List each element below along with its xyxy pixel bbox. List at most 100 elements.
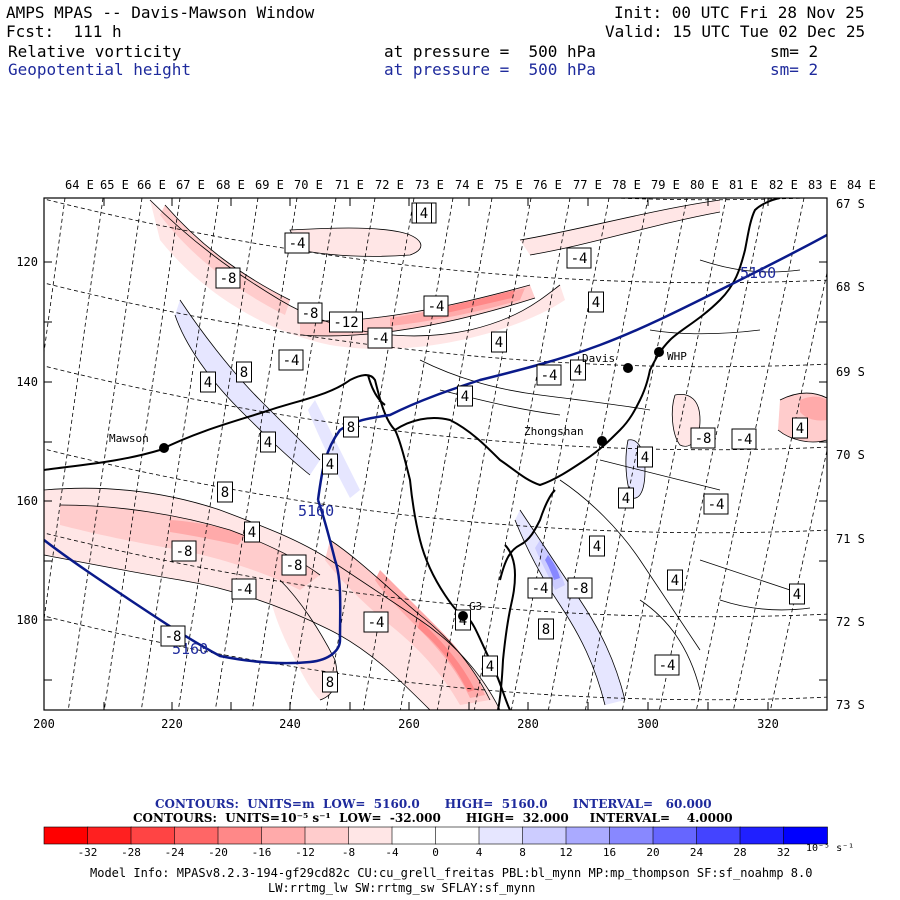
color-bar-tick: -4: [385, 846, 399, 859]
longitude-label: 71 E: [335, 178, 364, 192]
station-mawson: Mawson: [109, 432, 169, 453]
vorticity-label: 8: [322, 671, 338, 693]
color-bar-tick: 4: [475, 846, 483, 859]
svg-text:4: 4: [574, 363, 582, 379]
meridian-line: [547, 198, 649, 710]
latitude-label: 70 S: [836, 448, 865, 462]
svg-text:8: 8: [221, 485, 229, 501]
svg-text:4: 4: [793, 587, 801, 603]
field1-level: at pressure = 500 hPa: [384, 42, 596, 61]
color-bar-tick: -20: [208, 846, 228, 859]
meridian-line: [67, 198, 143, 710]
vorticity-contour-legend: CONTOURS: UNITS=10⁻⁵ s⁻¹ LOW= -32.000 HI…: [133, 811, 733, 825]
meridian-line: [696, 198, 805, 710]
longitude-label: 82 E: [769, 178, 798, 192]
color-bar-tick: 32: [776, 846, 791, 859]
vorticity-label: -4: [566, 247, 592, 269]
svg-text:4: 4: [461, 389, 469, 405]
axis-tick-marks: [43, 198, 827, 710]
vorticity-label: -4: [527, 577, 553, 599]
svg-text:4: 4: [796, 421, 804, 437]
meridian-line: [44, 198, 66, 356]
meridian-line: [584, 198, 688, 710]
meridian-line: [733, 270, 827, 710]
latitude-label: 72 S: [836, 615, 865, 629]
svg-text:-4: -4: [283, 353, 300, 369]
vorticity-label: -4: [284, 232, 310, 254]
longitude-label: 80 E: [690, 178, 719, 192]
svg-text:-4: -4: [736, 432, 753, 448]
vorticity-label: -12: [329, 311, 363, 333]
longitude-label: 74 E: [455, 178, 484, 192]
vorticity-label: 4: [260, 431, 276, 453]
svg-text:8: 8: [240, 365, 248, 381]
svg-text:-4: -4: [571, 251, 588, 267]
x-tick-label: 220: [161, 717, 183, 731]
model-info-line1: Model Info: MPASv8.2.3-194-gf29cd82c CU:…: [90, 866, 813, 880]
svg-text:4: 4: [671, 573, 679, 589]
vorticity-label: 4: [491, 331, 507, 353]
x-tick-label: 200: [33, 717, 55, 731]
x-tick-label: 280: [517, 717, 539, 731]
field2-smooth: sm= 2: [770, 60, 819, 79]
negative-vorticity-shading: [44, 200, 827, 710]
vorticity-label: 4: [589, 535, 605, 557]
longitude-label: 83 E: [808, 178, 837, 192]
color-bar-tick: -28: [121, 846, 141, 859]
svg-text:WHP: WHP: [667, 350, 687, 363]
vorticity-label: -8: [690, 427, 716, 449]
vorticity-label: 4: [637, 446, 653, 468]
svg-text:Mawson: Mawson: [109, 432, 149, 445]
vorticity-label: 4: [570, 359, 586, 381]
vorticity-label: 4: [667, 569, 683, 591]
vorticity-label: -4: [367, 327, 393, 349]
vorticity-label: 4: [789, 583, 805, 605]
map-title: AMPS MPAS -- Davis-Mawson Window: [6, 3, 315, 22]
svg-text:-4: -4: [372, 331, 389, 347]
color-bar-tick: 0: [432, 846, 439, 859]
svg-text:4: 4: [495, 335, 503, 351]
y-tick-label: 160: [16, 494, 38, 508]
vorticity-contour-labels: -4 -4 -8 -4 -8 -12 -4 -4 -4 4 4 8 -4 4 4 4 4 8 4 4 -8 -4 4 8 4 -4…: [160, 202, 808, 693]
color-bar-tick: 8: [519, 846, 526, 859]
meridian-line: [214, 198, 298, 710]
station-davis: Davis: [582, 352, 633, 373]
svg-text:-8: -8: [165, 629, 182, 645]
longitude-label: 69 E: [255, 178, 284, 192]
latitude-label: 73 S: [836, 698, 865, 712]
vorticity-label: 4: [457, 385, 473, 407]
vorticity-label: -8: [160, 625, 186, 647]
longitude-label: 79 E: [651, 178, 680, 192]
svg-text:-8: -8: [286, 558, 303, 574]
forecast-hour: Fcst: 111 h: [6, 22, 122, 41]
y-tick-label: 180: [16, 613, 38, 627]
svg-text:Zhongshan: Zhongshan: [524, 425, 584, 438]
meridian-line: [251, 198, 337, 710]
vorticity-label: 8: [236, 361, 252, 383]
height-contour-legend: CONTOURS: UNITS=m LOW= 5160.0 HIGH= 5160…: [155, 797, 712, 811]
x-tick-label: 300: [637, 717, 659, 731]
color-bar-tick: -24: [164, 846, 185, 859]
vorticity-label: -4: [231, 578, 257, 600]
x-tick-label: 260: [398, 717, 420, 731]
svg-text:4: 4: [641, 450, 649, 466]
geopotential-height-contours: [44, 233, 827, 665]
svg-text:4: 4: [592, 295, 600, 311]
y-tick-label: 120: [16, 255, 38, 269]
latitude-label: 71 S: [836, 532, 865, 546]
svg-text:Davis: Davis: [582, 352, 615, 365]
vorticity-label: 4: [792, 417, 808, 439]
station-markers: Mawson Davis WHP Zhongshan G3: [109, 347, 687, 621]
color-bar-tick: -16: [251, 846, 272, 859]
field2-name: Geopotential height: [8, 60, 192, 79]
longitude-label: 76 E: [533, 178, 562, 192]
color-bar-tick: 12: [559, 846, 573, 859]
model-info-line2: LW:rrtmg_lw SW:rrtmg_sw SFLAY:sf_mynn: [268, 881, 536, 895]
vorticity-label: 4: [482, 655, 498, 677]
vorticity-label: -8: [567, 577, 593, 599]
valid-time: Valid: 15 UTC Tue 02 Dec 25: [605, 22, 866, 41]
svg-text:-4: -4: [708, 497, 725, 513]
vorticity-label: -4: [423, 295, 449, 317]
svg-text:-4: -4: [659, 658, 676, 674]
